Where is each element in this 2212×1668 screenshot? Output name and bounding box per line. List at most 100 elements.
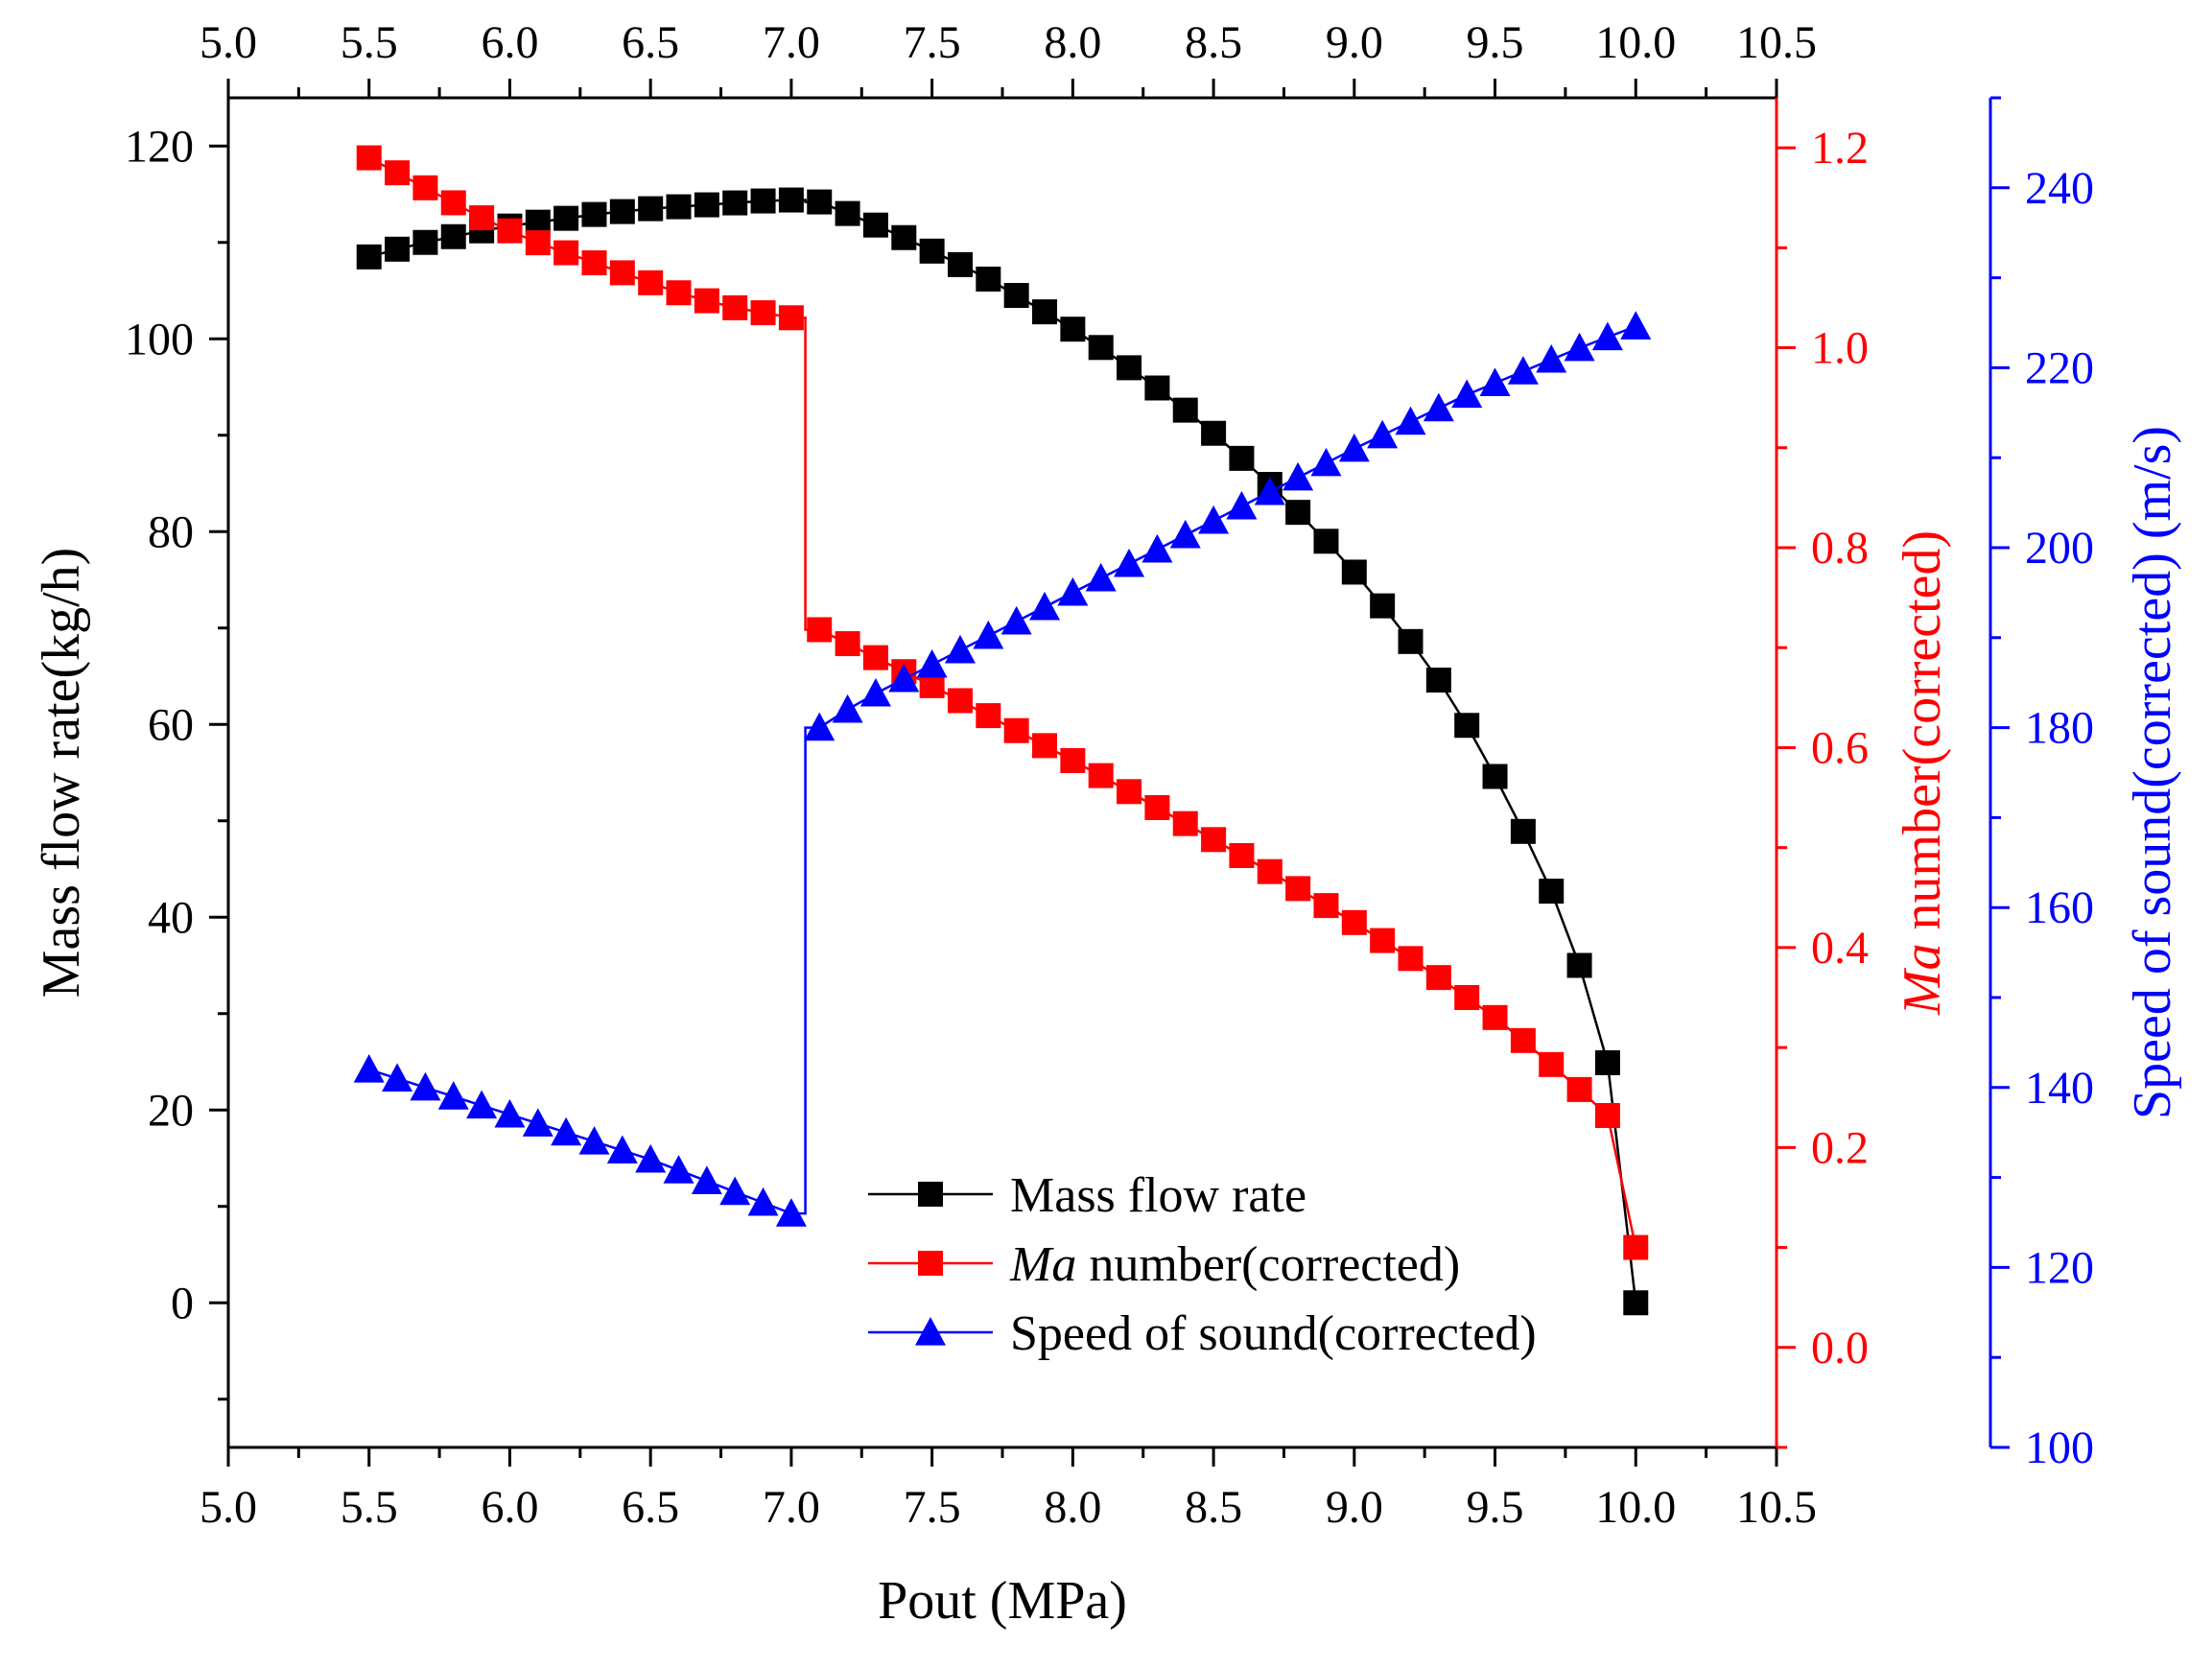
data-point [553, 205, 579, 231]
data-point [1172, 811, 1198, 836]
right-y-axis-title-italic: Ma [1893, 943, 1952, 1016]
series-0 [356, 187, 1649, 1316]
data-point [1003, 717, 1029, 743]
data-point [581, 249, 607, 275]
data-point [1310, 447, 1342, 477]
data-point [1226, 490, 1258, 520]
data-point [947, 688, 973, 714]
data-point [1623, 1290, 1649, 1316]
legend-item: Mass flow rate [868, 1168, 1306, 1223]
data-point [973, 620, 1004, 649]
series-line-1 [368, 156, 1637, 1248]
data-point [635, 1143, 667, 1173]
x-tick-label-top: 7.0 [763, 17, 820, 68]
data-point [722, 190, 748, 216]
x-tick-label-top: 10.5 [1736, 17, 1817, 68]
legend-marker [918, 1251, 943, 1276]
data-point [356, 244, 382, 270]
right-y-tick-label-blue: 200 [2025, 523, 2094, 574]
data-point [1454, 985, 1480, 1010]
data-point [1536, 343, 1567, 373]
x-tick-label-bottom: 7.0 [763, 1482, 820, 1533]
data-point [1341, 909, 1367, 935]
left-y-tick-label: 100 [125, 314, 194, 364]
legend-label: Mass flow rate [1010, 1168, 1306, 1223]
x-axis-title: Pout (MPa) [878, 1571, 1127, 1631]
legend-item: Speed of sound(corrected) [868, 1306, 1537, 1361]
x-tick-label-bottom: 5.0 [200, 1482, 257, 1533]
legend: Mass flow rate Ma number(corrected) Speed … [868, 1168, 1537, 1361]
data-point [609, 199, 635, 224]
data-point [750, 300, 776, 326]
right-y-tick-label-red: 0.2 [1811, 1122, 1869, 1173]
data-point [891, 224, 917, 250]
data-point [666, 280, 692, 306]
data-point [750, 188, 776, 214]
data-point [1282, 461, 1314, 491]
x-tick-label-top: 8.0 [1044, 17, 1101, 68]
data-point [1198, 505, 1230, 534]
data-point [862, 212, 888, 238]
data-point [1201, 420, 1227, 446]
data-point [1285, 876, 1311, 902]
legend-label: Ma number(corrected) [1009, 1237, 1460, 1292]
data-point [1620, 311, 1652, 340]
right-y-tick-label-blue: 220 [2025, 342, 2094, 393]
data-point [807, 189, 833, 215]
data-point [1117, 355, 1142, 381]
data-point [1254, 476, 1285, 505]
data-point [581, 201, 607, 227]
data-point [888, 663, 920, 693]
data-point [1201, 827, 1227, 853]
right-y-tick-label-red: 0.6 [1811, 722, 1869, 773]
data-point [638, 270, 664, 295]
axes-layer: 5.0 5.0 5.5 5.5 6.0 6.0 6.5 6.5 7.0 7.0 7.5 7.5 8.0 8… [32, 17, 2182, 1631]
data-point [522, 1108, 553, 1137]
data-point [356, 145, 382, 171]
x-tick-label-bottom: 10.0 [1595, 1482, 1676, 1533]
data-point [553, 240, 579, 266]
data-point [1370, 593, 1396, 619]
data-point [1425, 965, 1451, 991]
data-point [1169, 519, 1201, 549]
x-tick-label-top: 5.0 [200, 17, 257, 68]
x-tick-label-bottom: 7.5 [904, 1482, 961, 1533]
data-point [1257, 858, 1282, 884]
legend-label: Speed of sound(corrected) [1010, 1306, 1537, 1361]
data-point [410, 1071, 441, 1101]
data-point [775, 1198, 807, 1227]
right-y-tick-label-red: 1.0 [1811, 323, 1869, 374]
right-y-tick-label-blue: 160 [2025, 882, 2094, 933]
data-point [385, 236, 411, 262]
data-point [437, 1081, 469, 1110]
data-point [1482, 1004, 1508, 1030]
data-point [1032, 733, 1058, 759]
data-point [835, 631, 860, 657]
x-tick-label-top: 8.5 [1185, 17, 1242, 68]
right-y-tick-label-red: 0.4 [1811, 923, 1869, 974]
x-tick-label-bottom: 9.0 [1326, 1482, 1383, 1533]
left-y-tick-label: 80 [148, 506, 194, 557]
data-point [1285, 500, 1311, 526]
right-y-tick-label-red: 1.2 [1811, 123, 1869, 174]
x-tick-label-top: 6.0 [481, 17, 538, 68]
data-point [1313, 529, 1339, 554]
left-y-tick-label: 120 [125, 121, 194, 172]
data-point [1539, 1051, 1565, 1077]
data-point [1229, 445, 1255, 471]
x-tick-label-top: 5.5 [341, 17, 398, 68]
data-point [1117, 779, 1142, 805]
left-y-tick-label: 0 [171, 1278, 194, 1328]
left-y-tick-label: 20 [148, 1085, 194, 1136]
right-y-tick-label-blue: 120 [2025, 1242, 2094, 1293]
x-tick-label-top: 7.5 [904, 17, 961, 68]
data-point [1398, 946, 1424, 972]
data-point [1510, 818, 1536, 844]
series-layer [353, 145, 1652, 1316]
data-point [1510, 1027, 1536, 1053]
data-point [859, 677, 891, 707]
plot-frame [226, 96, 1777, 1449]
data-point [1341, 559, 1367, 585]
data-point [666, 194, 692, 220]
